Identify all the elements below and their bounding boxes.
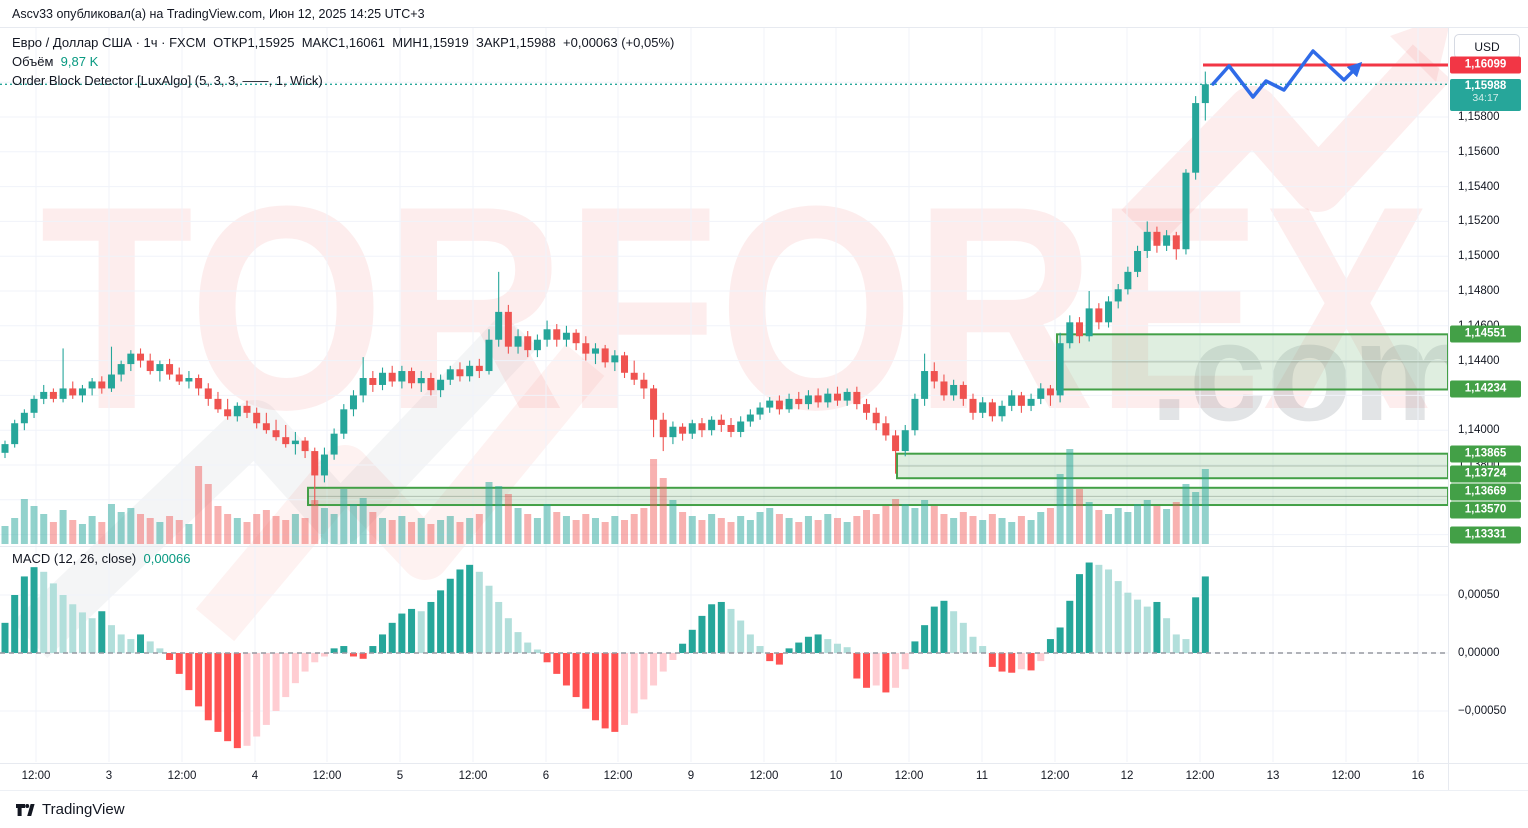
bar-countdown: 34:17 [1472,92,1499,104]
current-price-label[interactable]: 1,15988 34:17 [1450,79,1521,111]
price-change: +0,00063 (+0,05%) [563,35,675,50]
time-label: 12 [1120,770,1134,782]
candlesticks [1,71,1209,506]
publish-bar: Ascv33 опубликовал(а) на TradingView.com… [0,0,1528,28]
time-label: 12:00 [603,770,633,782]
macd-tick: −0,00050 [1458,705,1507,717]
time-label: 9 [687,770,695,782]
macd-title: MACD (12, 26, close) [12,551,137,566]
time-label: 13 [1266,770,1280,782]
projection-arrow[interactable] [1211,49,1363,99]
time-label: 5 [396,770,404,782]
order-block-price-label[interactable]: 1,13570 [1450,501,1521,519]
time-label: 6 [542,770,550,782]
pane-separator[interactable] [0,546,1448,547]
price-tick: 1,14800 [1458,285,1500,297]
order-block-price-label[interactable]: 1,13865 [1450,445,1521,463]
footer-brand[interactable]: TradingView [42,801,125,818]
publish-text: Ascv33 опубликовал(а) на TradingView.com… [12,6,425,21]
price-tick: 1,14000 [1458,424,1500,437]
macd-value: 0,00066 [143,551,191,566]
indicator-title: Order Block Detector [LuxAlgo] (5, 3, 3,… [12,73,323,88]
ohlc-close: ЗАКР1,15988 [476,35,556,50]
current-price-value: 1,15988 [1464,80,1507,92]
price-tick: 1,15600 [1458,145,1500,158]
time-label: 12:00 [749,770,779,782]
watermark-suffix: .com [1150,293,1477,450]
price-tick: 1,15000 [1458,250,1500,263]
volume-histogram [1,449,1209,544]
footer-bar: TradingView [0,790,1528,828]
time-label: 10 [829,770,843,782]
price-tick: 1,15400 [1458,180,1500,193]
time-label: 11 [976,770,988,782]
ohlc-low: МИН1,15919 [392,35,469,50]
ohlc-high: МАКС1,16061 [301,35,385,50]
resistance-price-label[interactable]: 1,16099 [1450,56,1521,74]
price-tick: 1,15200 [1458,215,1500,228]
price-scale[interactable]: USD 1,15800 1,15600 1,15400 1,15200 1,15000 1… [1448,28,1528,763]
order-block-price-label[interactable]: 1,13724 [1450,465,1521,483]
time-label: 12:00 [894,770,924,782]
chart-legend[interactable]: Евро / Доллар США · 1ч · FXCM ОТКР1,1592… [12,33,674,90]
order-block-price-label[interactable]: 1,13669 [1450,483,1521,501]
time-label: 12:00 [167,770,197,782]
macd-tick: 0,00050 [1458,589,1500,601]
time-label: 16 [1411,770,1425,782]
macd-legend[interactable]: MACD (12, 26, close) 0,00066 [12,551,191,566]
volume-label: Объём [12,54,54,69]
volume-value: 9,87 K [60,54,99,69]
watermark-text: TORFOREX [40,146,1431,470]
time-label: 12:00 [1331,770,1361,782]
order-block-price-label[interactable]: 1,13331 [1450,526,1521,544]
price-tick: 1,15800 [1458,111,1500,123]
tradingview-logo-icon[interactable] [16,802,35,818]
ohlc-open: ОТКР1,15925 [213,35,295,50]
time-label: 12:00 [458,770,488,782]
indicator-row[interactable]: Order Block Detector [LuxAlgo] (5, 3, 3,… [12,71,674,90]
time-label: 12:00 [1185,770,1215,782]
order-block-price-label[interactable]: 1,14551 [1450,325,1521,343]
symbol-title[interactable]: Евро / Доллар США · 1ч · FXCM [12,35,206,50]
time-axis[interactable]: 12:00 3 12:00 4 12:00 5 12:00 6 12:00 9 12:00 10 12:… [0,763,1448,790]
symbol-row: Евро / Доллар США · 1ч · FXCM ОТКР1,1592… [12,33,674,52]
price-tick: 1,14400 [1458,354,1500,367]
time-label: 12:00 [1040,770,1070,782]
axis-corner [1448,763,1528,790]
time-label: 4 [251,770,259,782]
currency-button[interactable]: USD [1454,34,1520,59]
volume-row[interactable]: Объём 9,87 K [12,52,674,71]
time-label: 12:00 [21,770,51,782]
time-label: 3 [105,770,113,782]
macd-histogram [0,562,1448,749]
order-block-price-label[interactable]: 1,14234 [1450,380,1521,398]
time-label: 12:00 [312,770,342,782]
macd-tick: 0,00000 [1458,647,1500,659]
